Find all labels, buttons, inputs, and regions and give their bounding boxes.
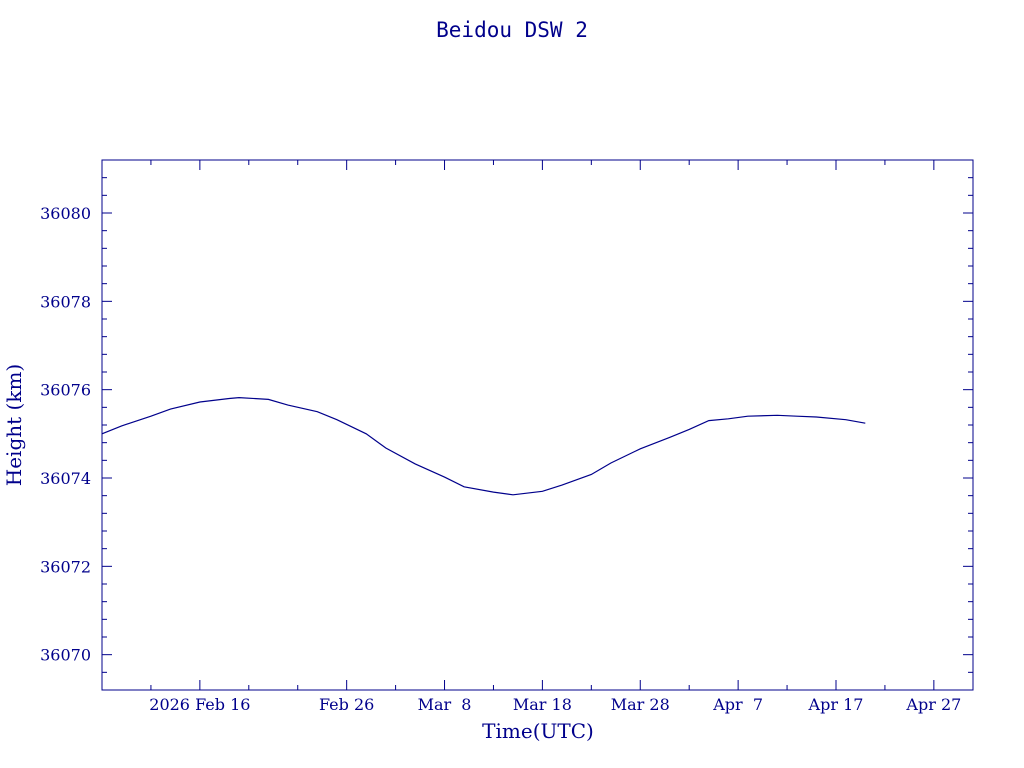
x-tick-label: Mar 8 [418,695,472,714]
y-axis-label: Height (km) [2,364,26,486]
y-tick-label: 36080 [40,204,91,223]
y-tick-label: 36074 [40,469,91,488]
y-tick-labels: 36070 36072 36074 36076 36078 36080 [40,204,91,665]
x-tick-labels: 2026 Feb 16 Feb 26 Mar 8 Mar 18 Mar 28 Apr 7 A… [149,695,961,714]
x-tick-label: Mar 28 [611,695,670,714]
plot-frame [101,159,974,691]
y-tick-label: 36076 [40,381,91,400]
x-tick-label: 2026 Feb 16 [149,695,250,714]
x-tick-label: Apr 7 [712,695,763,714]
chart-title: Beidou DSW 2 [436,18,588,42]
y-tick-label: 36070 [40,646,91,665]
x-tick-label: Apr 17 [808,695,864,714]
x-tick-label: Mar 18 [513,695,572,714]
series-line [101,396,866,496]
x-tick-label: Apr 27 [905,695,961,714]
x-tick-label: Feb 26 [319,695,374,714]
y-tick-label: 36072 [40,557,91,576]
y-tick-label: 36078 [40,292,91,311]
x-axis-label: Time(UTC) [482,719,594,743]
axis-ticks [101,160,973,691]
